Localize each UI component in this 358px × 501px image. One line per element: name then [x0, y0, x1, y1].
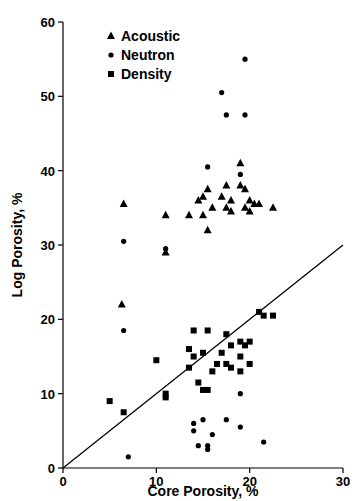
point [219, 90, 224, 95]
point [246, 207, 254, 215]
point [238, 172, 243, 177]
x-tick [342, 468, 343, 473]
y-tick [58, 170, 63, 171]
point [204, 185, 212, 193]
y-tick [58, 393, 63, 394]
x-axis [63, 467, 343, 468]
point [185, 211, 193, 219]
point [269, 203, 277, 211]
point [227, 196, 235, 204]
point [241, 185, 249, 193]
legend-label: Acoustic [121, 28, 180, 44]
point [195, 380, 201, 386]
point [121, 328, 126, 333]
point [228, 365, 234, 371]
point [247, 339, 253, 345]
x-tick [249, 468, 250, 473]
y-tick [58, 319, 63, 320]
point [219, 350, 225, 356]
x-axis-label: Core Porosity, % [148, 483, 260, 499]
point [247, 361, 253, 367]
point [237, 368, 243, 374]
point [153, 357, 159, 363]
point [242, 57, 247, 62]
point [196, 443, 201, 448]
point [199, 192, 207, 200]
y-axis-label: Log Porosity, % [9, 192, 25, 297]
y-tick-label: 30 [41, 238, 55, 253]
point [191, 354, 197, 360]
point [227, 207, 235, 215]
point [222, 181, 230, 189]
x-tick-label: 0 [59, 474, 66, 489]
point [205, 164, 210, 169]
point [224, 417, 229, 422]
point [163, 246, 168, 251]
point [238, 391, 243, 396]
point [204, 226, 212, 234]
point [224, 112, 229, 117]
y-tick [58, 96, 63, 97]
y-tick [58, 21, 63, 22]
point [118, 300, 126, 308]
point [191, 421, 196, 426]
point [200, 417, 205, 422]
x-tick [62, 468, 63, 473]
point [126, 454, 131, 459]
point [191, 327, 197, 333]
point [242, 112, 247, 117]
y-tick-label: 20 [41, 312, 55, 327]
point [120, 200, 128, 208]
point [205, 387, 211, 393]
point [205, 327, 211, 333]
y-tick-label: 10 [41, 387, 55, 402]
legend-label: Density [121, 66, 172, 82]
point [270, 313, 276, 319]
point [199, 211, 207, 219]
point [210, 432, 215, 437]
point [214, 361, 220, 367]
point [261, 313, 267, 319]
plot-area [63, 57, 343, 468]
legend: Acoustic Neutron Density [107, 28, 180, 82]
point [261, 439, 266, 444]
point [238, 425, 243, 430]
legend-marker [107, 32, 115, 40]
point [218, 192, 226, 200]
point [236, 181, 244, 189]
reference-line [63, 245, 343, 468]
point [246, 196, 254, 204]
point [237, 354, 243, 360]
y-tick-label: 0 [48, 461, 55, 476]
y-tick-label: 50 [41, 89, 55, 104]
point [222, 203, 230, 211]
point [208, 203, 216, 211]
point [209, 368, 215, 374]
point [107, 398, 113, 404]
point [205, 447, 210, 452]
point [121, 409, 127, 415]
y-tick-label: 60 [41, 15, 55, 30]
point [228, 342, 234, 348]
x-tick-label: 30 [336, 474, 350, 489]
point [236, 159, 244, 167]
point [191, 428, 196, 433]
point [255, 200, 263, 208]
legend-label: Neutron [121, 47, 175, 63]
point [163, 394, 169, 400]
legend-marker [108, 71, 114, 77]
point [162, 211, 170, 219]
point [241, 203, 249, 211]
y-tick [58, 467, 63, 468]
chart: 01020300102030405060Core Porosity, %Log … [0, 0, 358, 501]
legend-marker [108, 52, 113, 57]
x-tick [156, 468, 157, 473]
y-tick-label: 40 [41, 164, 55, 179]
y-tick [58, 244, 63, 245]
point [186, 346, 192, 352]
point [121, 239, 126, 244]
